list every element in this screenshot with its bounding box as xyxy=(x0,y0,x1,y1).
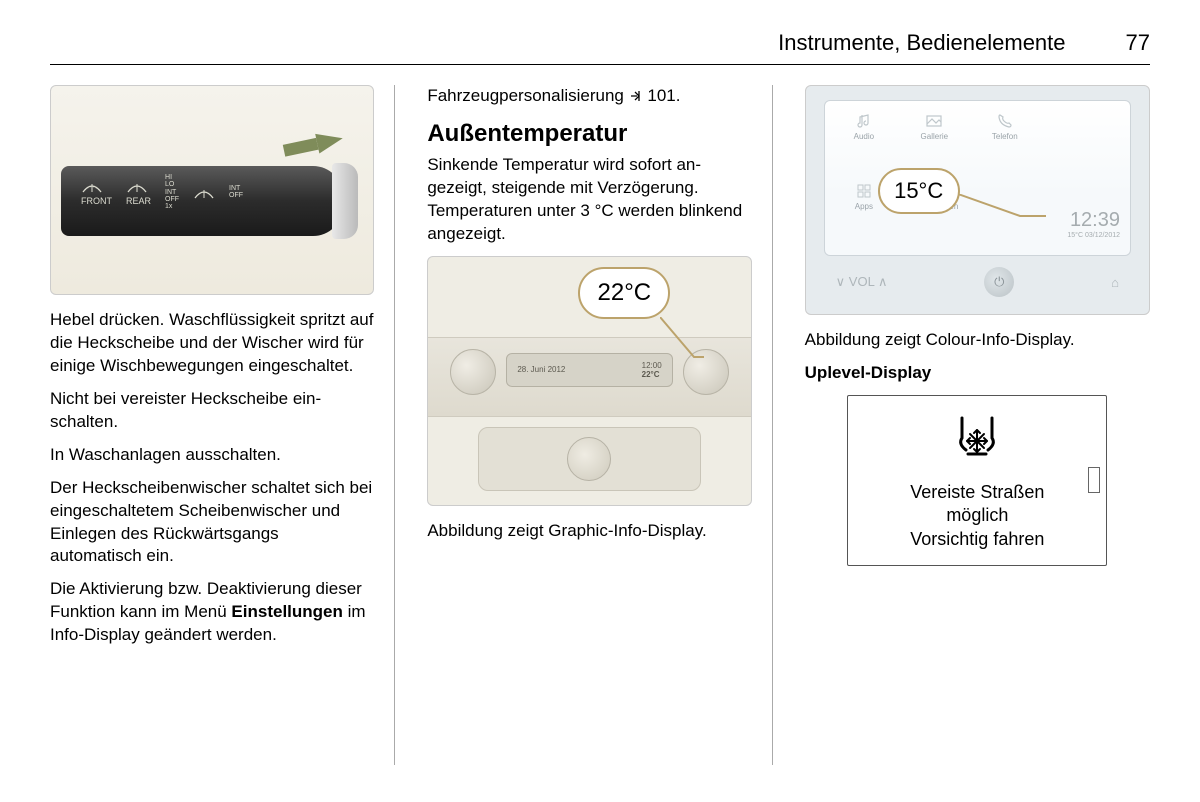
lever-figure: FRONT REAR HI LO INT OFF 1x xyxy=(50,85,374,295)
app-phone: Telefon xyxy=(976,111,1034,175)
column-3: Audio Gallerie Telefon Apps xyxy=(805,85,1150,765)
wiper-rear-icon xyxy=(126,178,148,194)
frost-warning-figure: Vereiste Straßen möglich Vorsichtig fahr… xyxy=(847,395,1107,566)
app-gallery: Gallerie xyxy=(905,111,963,175)
front-label: FRONT xyxy=(81,196,112,206)
radio-screen: 28. Juni 2012 12:00 22°C xyxy=(506,353,672,387)
clock-area: 12:39 15°C 03/12/2012 xyxy=(1034,111,1120,245)
frost-icon xyxy=(860,410,1094,469)
para: In Waschanlagen ausschalten. xyxy=(50,444,374,467)
power-icon: ⏻ xyxy=(984,267,1014,297)
lever-labels: FRONT REAR HI LO INT OFF 1x xyxy=(81,174,323,211)
header-title: Instrumente, Bedienelemente xyxy=(778,30,1065,56)
temperature-callout: 22°C xyxy=(578,267,670,319)
para: Nicht bei vereister Heckscheibe ein­scha… xyxy=(50,388,374,434)
lever-tip xyxy=(332,163,358,239)
subheading-uplevel: Uplevel-Display xyxy=(805,362,1150,385)
radio-controls xyxy=(478,427,700,491)
screen-hw-buttons: ∨ VOL ∧ ⏻ ⌂ xyxy=(836,264,1119,300)
crossref: Fahrzeugpersonalisierung 101. xyxy=(427,85,751,110)
page-number: 77 xyxy=(1126,30,1150,56)
clock-time: 12:39 xyxy=(1070,209,1120,232)
radio-center-dial xyxy=(567,437,611,481)
page-header: Instrumente, Bedienelemente 77 xyxy=(50,30,1150,65)
radio-figure: 22°C 28. Juni 2012 12:00 22°C xyxy=(427,256,751,506)
column-1: FRONT REAR HI LO INT OFF 1x xyxy=(50,85,395,765)
crossref-icon xyxy=(629,87,643,110)
para: Hebel drücken. Waschflüssigkeit spritzt … xyxy=(50,309,374,378)
rear-label: REAR xyxy=(126,196,151,206)
radio-knob-left xyxy=(450,349,496,395)
wiper-front-icon xyxy=(81,178,103,194)
wiper-rear-icon-2 xyxy=(193,184,215,200)
figure-caption: Abbildung zeigt Graphic-Info-Display. xyxy=(427,520,751,543)
content-columns: FRONT REAR HI LO INT OFF 1x xyxy=(50,85,1150,765)
heading-outside-temp: Außentemperatur xyxy=(427,120,751,148)
frost-text: Vereiste Straßen möglich Vorsichtig fahr… xyxy=(860,481,1094,551)
touchscreen: Audio Gallerie Telefon Apps xyxy=(824,100,1131,256)
rear-mode-labels: INT OFF xyxy=(229,185,243,200)
app-audio: Audio xyxy=(835,111,893,175)
callout-leader-line xyxy=(958,194,1048,218)
frost-side-button xyxy=(1088,467,1100,493)
home-icon: ⌂ xyxy=(1111,275,1119,290)
para: Sinkende Temperatur wird sofort an­gezei… xyxy=(427,154,751,246)
callout-leader-line xyxy=(660,317,706,363)
para: Der Heckscheibenwischer schaltet sich be… xyxy=(50,477,374,569)
arrow-icon xyxy=(316,129,346,154)
para: Die Aktivierung bzw. Deaktivierung diese… xyxy=(50,578,374,647)
mode-labels: HI LO INT OFF 1x xyxy=(165,174,179,211)
colour-display-figure: Audio Gallerie Telefon Apps xyxy=(805,85,1150,315)
temperature-callout: 15°C xyxy=(878,168,960,214)
column-2: Fahrzeugpersonalisierung 101. Außentempe… xyxy=(427,85,772,765)
vol-down-icon: ∨ VOL ∧ xyxy=(836,274,888,290)
clock-sub: 15°C 03/12/2012 xyxy=(1067,232,1120,239)
figure-caption: Abbildung zeigt Colour-Info-Display. xyxy=(805,329,1150,352)
